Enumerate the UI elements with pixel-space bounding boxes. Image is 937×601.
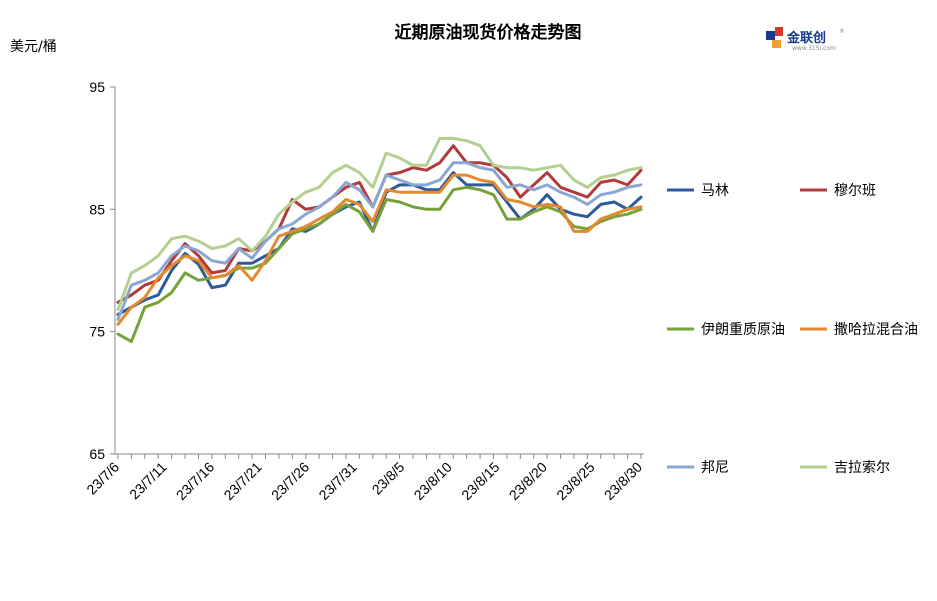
series-line-3: [116, 185, 643, 343]
y-axis-unit-label: 美元/桶: [10, 39, 57, 55]
logo-url: www.315i.com: [792, 45, 836, 52]
x-tick-label: 23/7/31: [315, 459, 359, 503]
y-tick-label: 75: [89, 324, 105, 340]
y-tick-label: 85: [89, 201, 105, 217]
series-line-6: [116, 136, 643, 312]
x-ticks: 23/7/6 23/7/11 23/7/16 23/7/21 23/7/26 23/7/3…: [83, 454, 645, 503]
legend-label: 邦尼: [701, 460, 729, 476]
series-lines: [116, 136, 643, 343]
x-tick-label: 23/7/21: [220, 459, 264, 503]
legend-label: 马林: [701, 183, 729, 199]
logo-reg: ®: [839, 28, 845, 35]
y-ticks: 65 75 85 95: [89, 79, 115, 462]
y-tick-label: 95: [89, 79, 105, 95]
y-tick-label: 65: [89, 446, 105, 462]
legend-label: 伊朗重质原油: [701, 322, 785, 338]
x-tick-label: 23/7/6: [83, 459, 122, 498]
logo-mark-blue: [766, 31, 775, 40]
legend-label: 撒哈拉混合油: [834, 322, 918, 338]
x-tick-label: 23/8/20: [506, 459, 550, 503]
legend-label: 吉拉索尔: [834, 459, 890, 476]
logo-text: 金联创: [786, 30, 826, 46]
series-line-4: [116, 173, 643, 326]
x-tick-label: 23/8/30: [601, 459, 645, 503]
logo-mark-orange: [772, 40, 781, 48]
x-tick-label: 23/8/5: [369, 459, 408, 498]
x-tick-label: 23/8/25: [553, 459, 597, 503]
x-tick-label: 23/7/11: [126, 459, 170, 503]
x-tick-label: 23/8/15: [458, 459, 502, 503]
series-line-5: [116, 161, 643, 321]
x-tick-label: 23/7/26: [268, 459, 312, 503]
chart-title: 近期原油现货价格走势图: [395, 22, 582, 43]
axes: [114, 87, 644, 455]
x-tick-label: 23/7/16: [173, 459, 217, 503]
logo-mark-red: [775, 27, 783, 36]
logo: 金联创 ® www.315i.com: [766, 27, 845, 52]
x-tick-label: 23/8/10: [411, 459, 455, 503]
legend-label: 穆尔班: [834, 183, 876, 199]
